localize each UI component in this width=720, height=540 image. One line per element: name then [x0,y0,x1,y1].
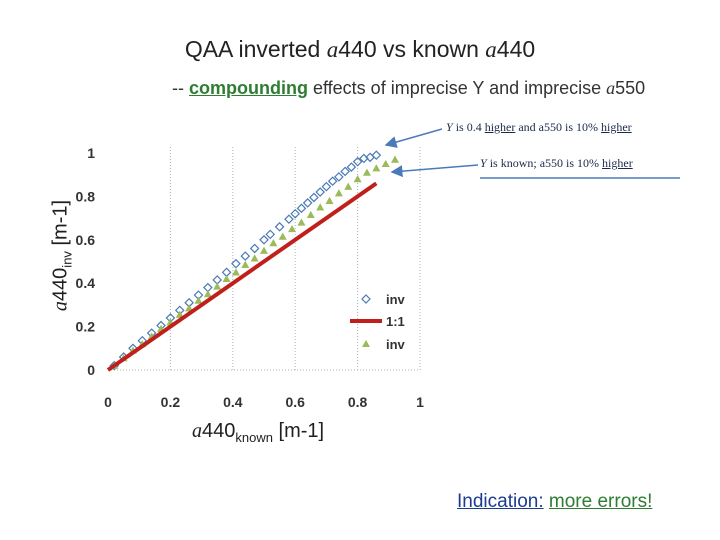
data-point-triangle [194,296,203,304]
x-tick-label: 0.2 [161,394,181,410]
x-tick-label: 0.6 [285,394,305,410]
slide-title: QAA inverted a440 vs known a440 [184,36,536,62]
footer-indication: Indication: more errors! [457,491,653,512]
data-point-triangle [353,175,362,183]
data-point-diamond [315,187,326,197]
y-tick-label: 0.4 [76,275,96,291]
data-point-triangle [306,210,315,219]
data-point-triangle [278,232,287,240]
data-point-triangle [297,218,306,226]
annotation-arrow-bottom [390,164,479,178]
data-point-diamond [296,203,307,214]
y-tick-label: 0 [87,362,95,378]
data-point-diamond [352,156,363,167]
y-axis-label: a440inv [m-1] [49,199,75,312]
data-point-triangle [344,182,353,190]
x-axis-label: a440known [m-1] [192,420,325,445]
data-point-diamond [249,243,260,254]
data-point-triangle [269,239,278,247]
y-tick-label: 1 [87,145,95,161]
data-point-triangle [203,290,212,298]
legend-marker-diamond [361,294,371,304]
highlight-compounding: compounding [189,78,308,98]
data-point-triangle [241,260,250,268]
data-point-triangle [185,304,194,312]
x-tick-label: 0 [104,394,112,410]
legend: inv 1:1 inv [350,292,406,352]
data-point-diamond [265,229,276,240]
data-point-diamond [309,192,319,203]
x-tick-label: 0.8 [348,394,368,410]
data-point-diamond [321,181,332,192]
legend-marker-triangle [362,340,370,347]
data-point-diamond [274,221,285,232]
series-inv-diamonds [109,150,382,371]
data-point-diamond [259,234,269,245]
data-point-diamond [231,258,241,269]
data-point-triangle [231,268,240,276]
series-1to1-line [106,181,378,372]
data-point-triangle [288,224,297,233]
data-point-triangle [372,164,381,172]
data-point-diamond [240,251,251,261]
y-tick-label: 0.6 [76,232,96,248]
data-point-diamond [290,208,301,219]
x-tick-label: 1 [416,394,424,410]
data-point-diamond [340,166,350,177]
data-point-diamond [284,214,294,225]
data-point-triangle [391,155,400,163]
data-point-diamond [327,176,338,187]
annotation-bottom: Y is known; a550 is 10% higher [480,156,633,170]
data-point-triangle [175,310,184,318]
y-tick-label: 0.2 [76,319,96,335]
data-point-diamond [346,162,357,172]
plot-area [58,130,430,380]
slide-subtitle: -- compounding effects of imprecise Y an… [172,78,646,98]
data-point-diamond [371,150,382,161]
data-point-triangle [260,246,268,254]
data-point-triangle [325,196,334,204]
grid-lines [108,147,421,371]
data-point-triangle [250,254,259,262]
one-to-one-line [106,181,378,372]
data-point-diamond [302,198,313,208]
data-point-triangle [213,282,222,290]
data-point-triangle [334,189,343,197]
legend-label: 1:1 [386,314,405,329]
x-tick-labels: 0 0.2 0.4 0.6 0.8 1 [104,394,424,410]
legend-label: inv [386,292,406,307]
data-point-triangle [362,168,371,176]
annotation-arrow-top [384,128,443,148]
annotation-top: Y is 0.4 higher and a550 is 10% higher [446,120,632,134]
data-point-triangle [381,159,390,168]
x-tick-label: 0.4 [223,394,243,410]
legend-label: inv [386,337,406,352]
y-tick-labels: 0 0.2 0.4 0.6 0.8 1 [76,145,96,378]
data-point-triangle [316,203,325,211]
y-tick-label: 0.8 [76,188,96,204]
data-point-triangle [222,274,231,283]
data-point-diamond [334,172,344,182]
